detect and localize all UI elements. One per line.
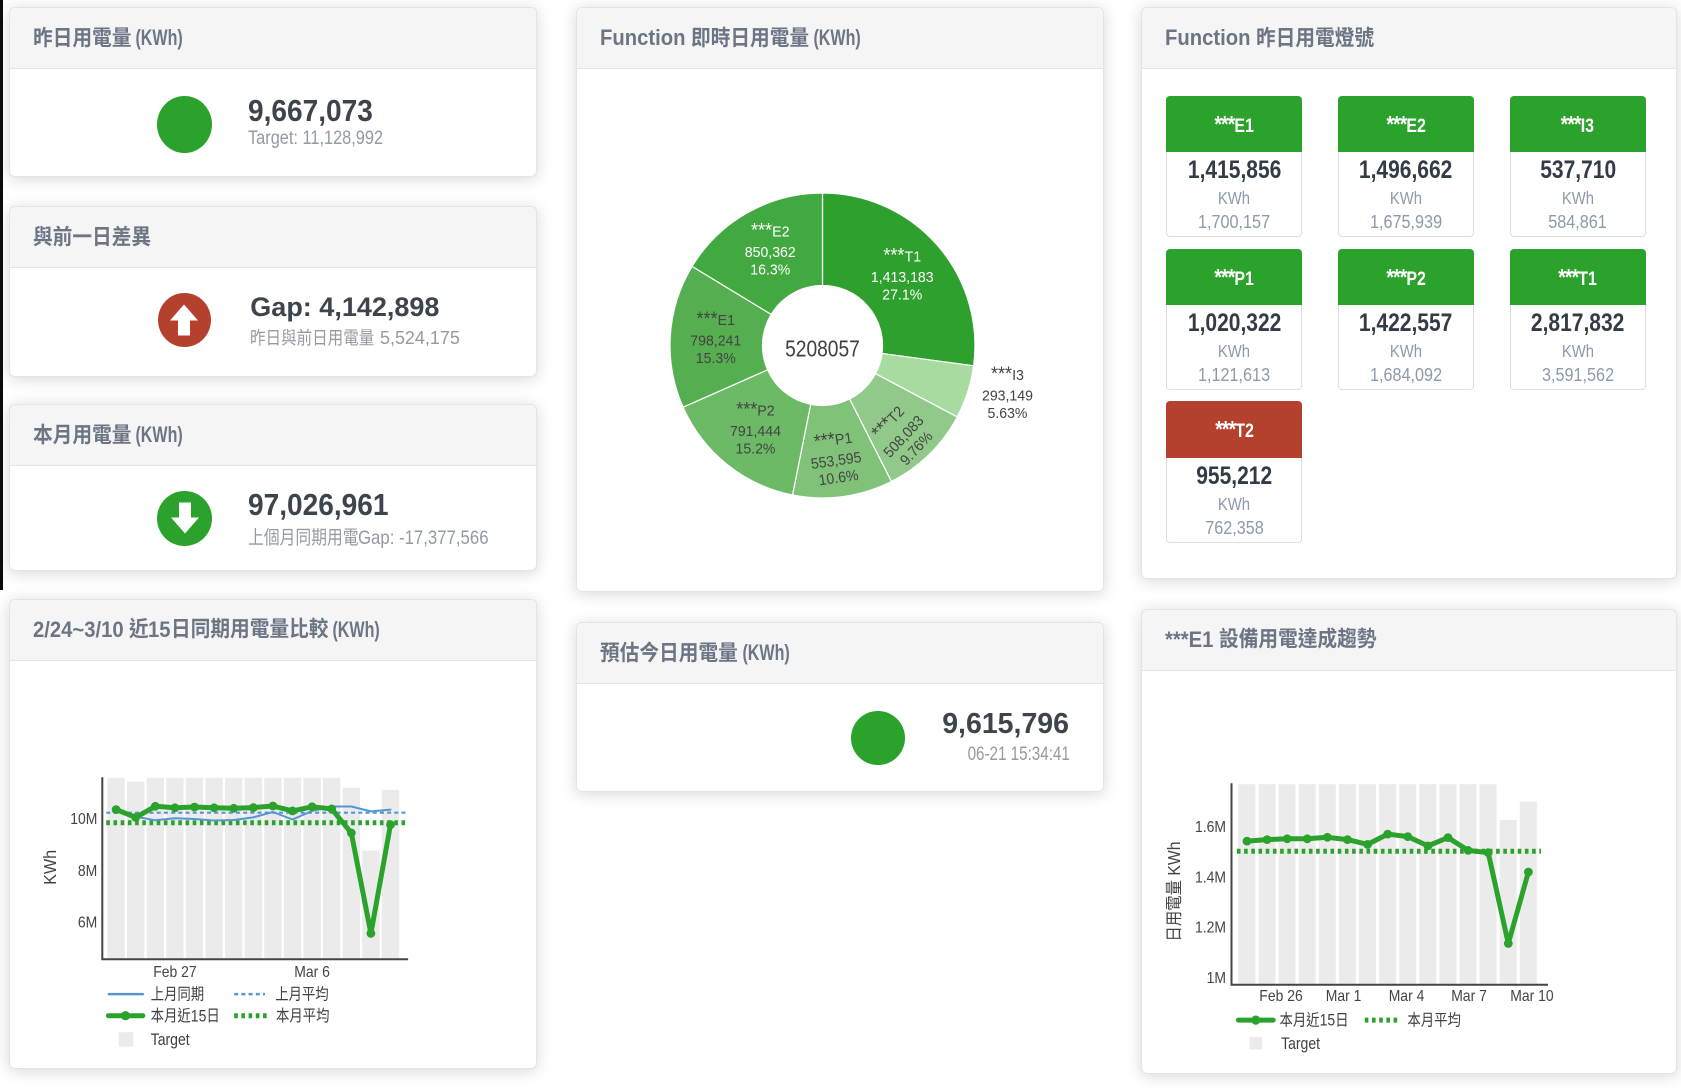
svg-text:5.63%: 5.63% [988,406,1028,422]
svg-text:8M: 8M [77,863,96,880]
svg-text:Mar 1: Mar 1 [1326,988,1362,1005]
svg-text:E1: E1 [718,313,735,329]
svg-text:850,362: 850,362 [745,245,796,261]
svg-text:1,413,183: 1,413,183 [871,270,934,286]
svg-text:15.2%: 15.2% [736,441,776,457]
svg-text:Mar 7: Mar 7 [1451,988,1487,1005]
svg-text:***: *** [736,398,757,420]
svg-text:15: 15 [190,1007,206,1025]
svg-text:P2: P2 [757,403,774,419]
svg-text:Feb 27: Feb 27 [153,964,196,981]
svg-text:P1: P1 [834,430,854,449]
svg-text:293,149: 293,149 [982,388,1033,404]
svg-text:27.1%: 27.1% [882,287,922,303]
svg-text:I3: I3 [1012,368,1024,384]
svg-text:Mar 6: Mar 6 [294,964,330,981]
svg-text:KWh: KWh [40,849,60,884]
svg-text:***: *** [991,363,1012,385]
svg-text:***: *** [812,428,836,452]
svg-text:Feb 26: Feb 26 [1259,988,1302,1005]
svg-text:***: *** [751,219,772,241]
svg-text:***: *** [883,244,904,266]
svg-text:1.6M: 1.6M [1195,819,1226,836]
svg-text:KWh: KWh [1164,841,1184,875]
svg-text:5208057: 5208057 [785,337,860,362]
svg-text:16.3%: 16.3% [750,262,790,278]
svg-text:553,595: 553,595 [810,450,863,473]
svg-text:1.2M: 1.2M [1195,919,1226,936]
svg-text:15: 15 [1320,1011,1336,1029]
svg-text:Mar 4: Mar 4 [1389,988,1425,1005]
svg-text:Target: Target [1281,1034,1321,1052]
svg-text:***: *** [697,308,718,330]
svg-text:Target: Target [150,1030,190,1048]
svg-text:E2: E2 [772,224,789,240]
svg-text:Mar 10: Mar 10 [1510,988,1553,1005]
svg-text:T1: T1 [905,249,922,265]
svg-text:10.6%: 10.6% [818,468,860,490]
svg-text:798,241: 798,241 [690,333,741,349]
svg-text:791,444: 791,444 [730,424,781,440]
svg-text:15.3%: 15.3% [696,351,736,367]
svg-text:6M: 6M [77,915,96,932]
svg-text:10M: 10M [70,811,97,828]
svg-text:1.4M: 1.4M [1195,869,1226,886]
svg-text:1M: 1M [1207,970,1226,987]
